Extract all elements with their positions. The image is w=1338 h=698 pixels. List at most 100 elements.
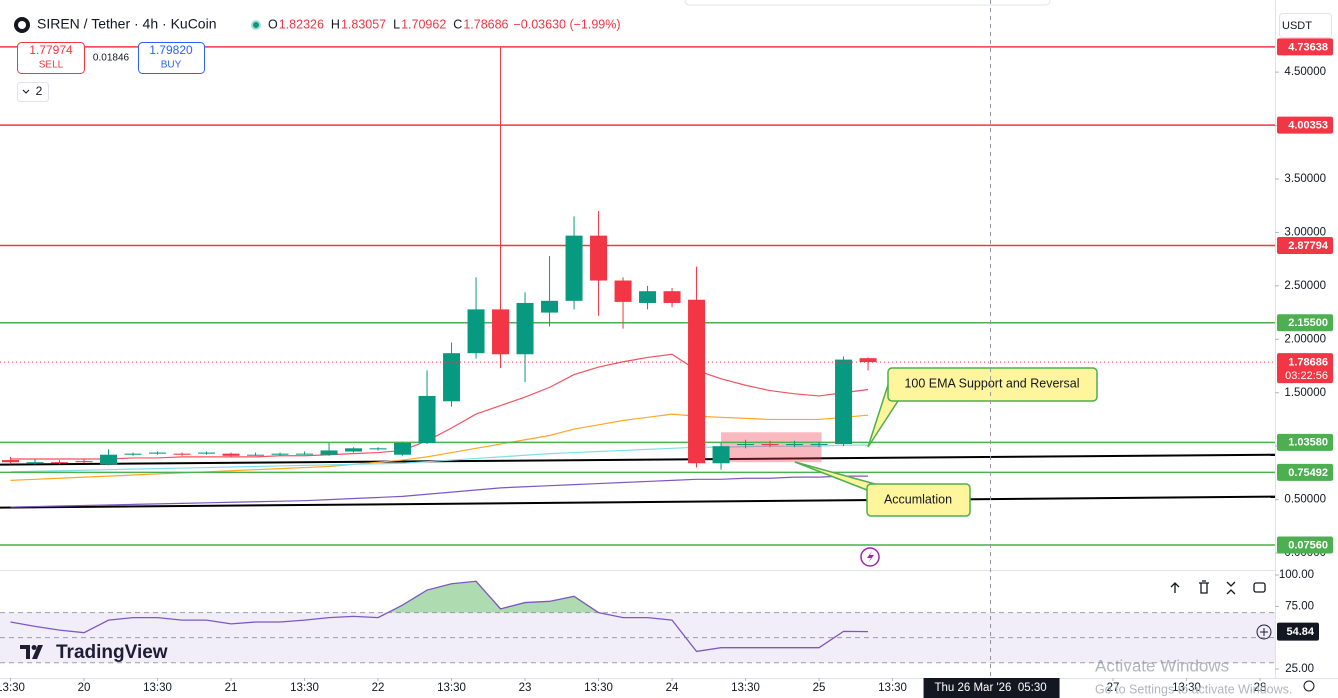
candle-body — [859, 358, 877, 363]
x-tick-label: 13:30 — [143, 682, 172, 694]
settings-icon[interactable] — [1303, 680, 1315, 692]
rsi-y-tick-label: 100.00 — [1279, 569, 1314, 581]
x-tick-label: 21 — [225, 682, 238, 694]
candle-body — [198, 452, 216, 454]
crosshair-label: Thu 26 Mar '26 05:30 — [934, 682, 1046, 694]
plus-icon — [1260, 628, 1268, 636]
currency: USDT — [1282, 20, 1312, 32]
annotation: 100 EMA Support and Reversal — [904, 376, 1079, 390]
y-tick-label: 2.50000 — [1284, 280, 1326, 292]
indicators-toggle[interactable] — [17, 82, 49, 102]
x-tick-label: 25 — [813, 682, 826, 694]
candle-body — [786, 444, 804, 446]
candle-body — [639, 291, 657, 303]
candle-body — [320, 450, 338, 455]
sell-label: SELL — [39, 60, 64, 71]
candle-body — [124, 453, 142, 455]
y-tick-label: 3.00000 — [1284, 226, 1326, 238]
pane-controls — [1170, 580, 1266, 595]
level-label-box — [1277, 314, 1333, 332]
candle-body — [296, 453, 314, 455]
rsi-overbought-fill — [10, 581, 869, 613]
ohlc-legend: O 1.82326 H 1.83057 L 1.70962 C 1.78686 −0.03630… — [268, 17, 621, 31]
symbol-title: SIREN / Tether · 4h · KuCoin — [37, 16, 216, 32]
y-tick-label: 3.50000 — [1284, 173, 1326, 185]
level-label-box — [1277, 38, 1333, 56]
candle-body — [541, 300, 559, 313]
collapse-button[interactable] — [1226, 581, 1236, 595]
callout-box — [866, 483, 971, 517]
level-label: 4.00353 — [1288, 120, 1328, 132]
sell-button[interactable] — [17, 42, 85, 74]
x-tick-label: 13:30 — [731, 682, 760, 694]
rsi-line — [10, 580, 869, 653]
delete-button[interactable] — [1199, 580, 1209, 594]
x-tick-label: 13:30 — [1172, 682, 1201, 694]
maximize-button[interactable] — [1253, 582, 1266, 593]
y-tick-label: 0.50000 — [1284, 494, 1326, 506]
candle-body — [688, 299, 706, 464]
symbol-icon-inner — [18, 21, 26, 29]
level-label: 0.07560 — [1288, 539, 1328, 551]
level-label: 0.75492 — [1288, 467, 1328, 479]
x-tick-label: 13:30 — [290, 682, 319, 694]
candle-body — [345, 448, 363, 452]
move-up-button[interactable] — [1170, 582, 1180, 593]
candle-body — [173, 453, 191, 455]
level-label: 2.87794 — [1288, 240, 1329, 252]
spread: 0.01846 — [93, 53, 130, 64]
y-tick-label: 4.50000 — [1284, 66, 1326, 78]
accumulation-zone — [721, 432, 822, 463]
candle-body — [51, 462, 69, 464]
x-tick-label: 13:30 — [878, 682, 907, 694]
change: −0.03630 (−1.99%) — [514, 17, 621, 31]
x-tick-label: 27 — [1107, 682, 1120, 694]
candle-body — [492, 309, 510, 355]
candle-body — [467, 309, 485, 354]
rsi-y-tick-label: 25.00 — [1285, 663, 1314, 675]
ohlc-key: L — [393, 17, 400, 31]
level-label: 2.15500 — [1288, 317, 1328, 329]
moving-average — [10, 413, 869, 481]
logo-mark — [20, 645, 43, 659]
moving-average — [10, 353, 869, 460]
candle-body — [712, 446, 730, 464]
candle-body — [271, 453, 289, 455]
candle-body — [835, 359, 853, 445]
countdown: 03:22:56 — [1285, 370, 1328, 382]
candle-body — [247, 454, 265, 456]
buy-price: 1.79820 — [149, 43, 193, 57]
event-bolt — [867, 551, 874, 563]
currency-button[interactable] — [1279, 13, 1332, 38]
candle-body — [418, 395, 436, 443]
ohlc-key: O — [268, 17, 278, 31]
ohlc-key: H — [331, 17, 340, 31]
candle-body — [663, 291, 681, 303]
level-label-box — [1277, 463, 1333, 481]
x-tick-label: 22 — [372, 682, 385, 694]
x-tick-label: 20 — [78, 682, 91, 694]
candle-body — [516, 302, 534, 355]
price-label: 1.78686 — [1288, 356, 1328, 368]
moving-average — [10, 475, 869, 508]
rsi-label-box — [1277, 622, 1319, 641]
candle-body — [443, 353, 461, 402]
sell-price: 1.77974 — [29, 43, 73, 57]
candle-body — [394, 442, 412, 455]
callout-box — [887, 367, 1098, 402]
candle-body — [761, 444, 779, 446]
candle-body — [222, 453, 240, 456]
trendline — [0, 453, 1275, 466]
ohlc-value: 1.78686 — [463, 17, 508, 31]
logo: TradingView — [56, 642, 168, 663]
ohlc-value: 1.82326 — [279, 17, 324, 31]
candle-body — [75, 461, 93, 463]
indicators-count: 2 — [36, 84, 43, 98]
y-tick-label: 2.00000 — [1284, 333, 1326, 345]
buy-button[interactable] — [138, 42, 205, 74]
candle-body — [2, 460, 20, 463]
x-tick-label: 28 — [1254, 682, 1267, 694]
level-label-box — [1277, 116, 1333, 134]
